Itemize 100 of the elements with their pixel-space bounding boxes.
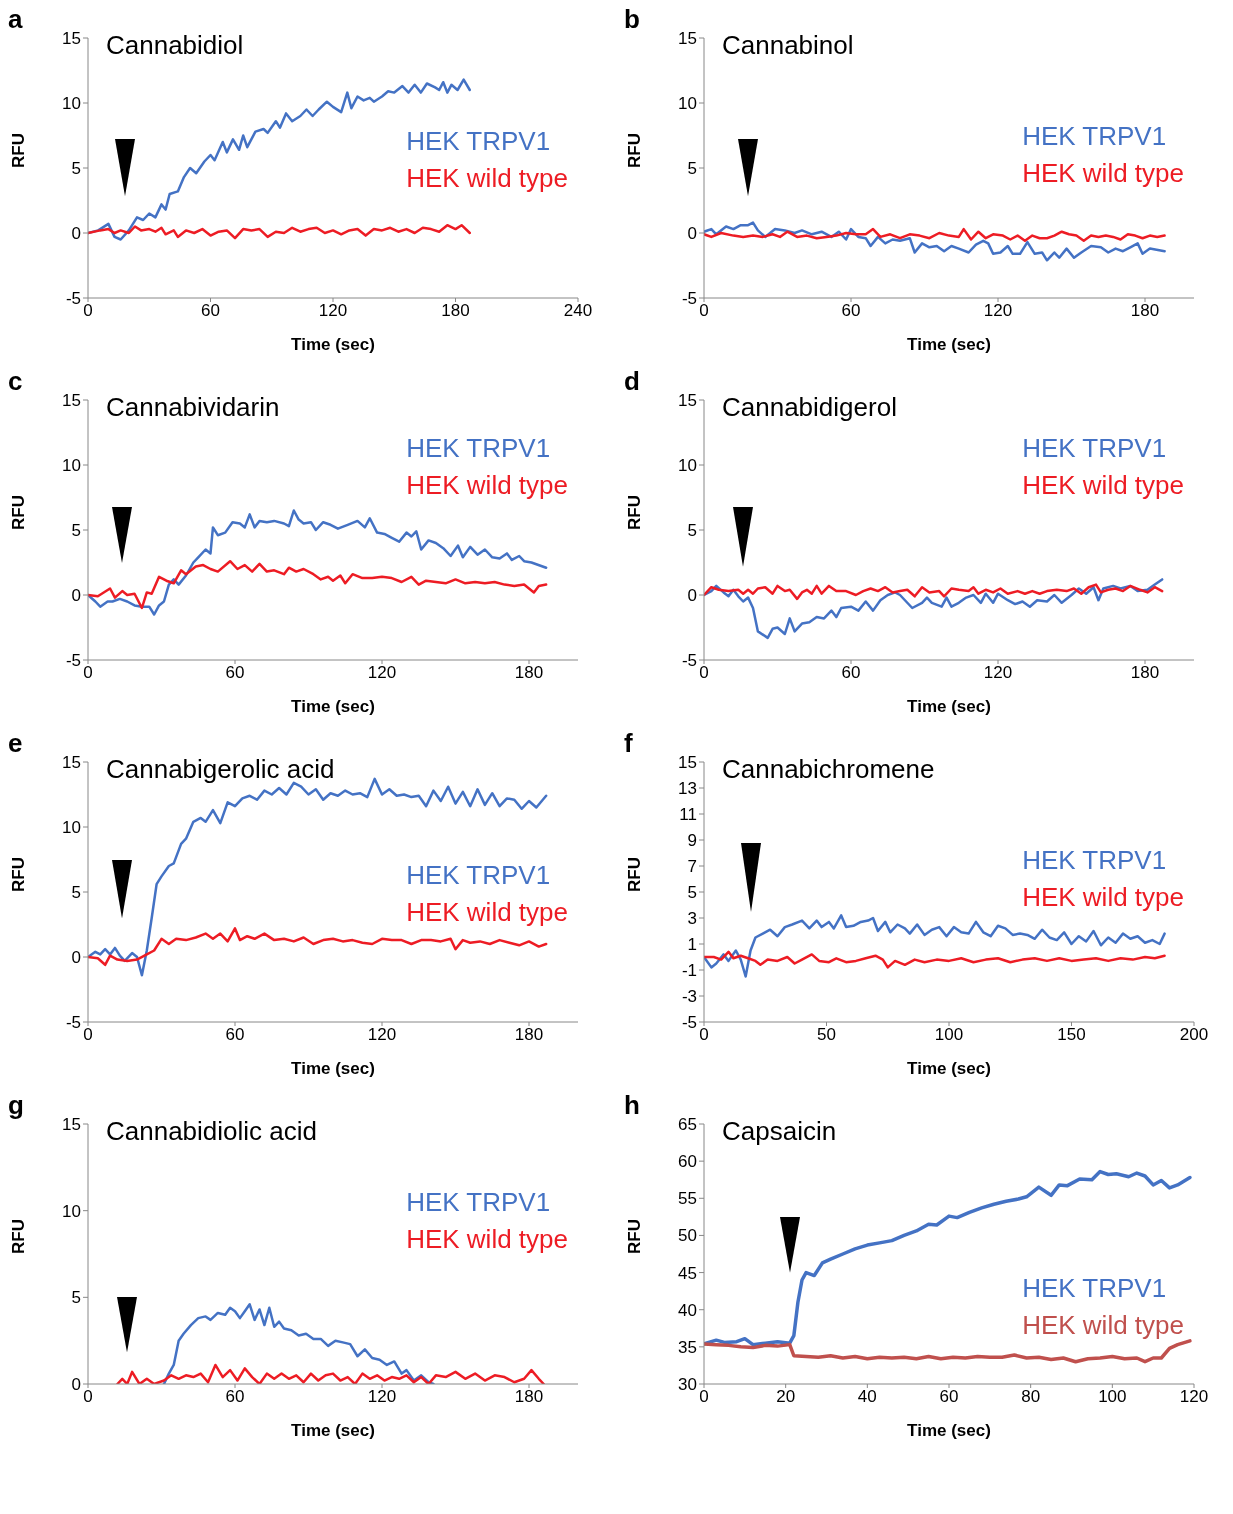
y-tick-label: 55	[678, 1189, 697, 1209]
x-tick-label: 40	[857, 1387, 877, 1407]
y-tick-label: -3	[681, 987, 697, 1007]
line-series	[704, 583, 1164, 601]
y-tick-label: 5	[71, 883, 81, 903]
y-tick-label: -5	[65, 1013, 81, 1033]
line-series	[704, 1339, 1192, 1364]
y-tick-label: 15	[678, 753, 697, 773]
line-series	[88, 559, 548, 610]
y-tick-label: -5	[681, 1013, 697, 1033]
x-tick-label: 60	[841, 301, 861, 321]
x-tick-label: 120	[367, 1387, 397, 1407]
x-axis-title: Time (sec)	[291, 335, 375, 354]
line-series	[162, 1303, 435, 1384]
y-tick-label: 13	[678, 779, 697, 799]
chart-title: Capsaicin	[722, 1116, 837, 1147]
x-tick-label: 180	[514, 663, 544, 683]
y-tick-label: -5	[681, 289, 697, 309]
line-series	[704, 221, 1166, 262]
text: HEK TRPV1	[406, 432, 552, 465]
chart-title: Cannabidigerol	[722, 392, 897, 423]
text: g	[8, 1090, 24, 1120]
x-tick-label: 180	[514, 1387, 544, 1407]
y-tick-label: 10	[62, 94, 81, 114]
y-tick-label: 7	[687, 857, 697, 877]
chart-title: Cannabidiol	[106, 30, 244, 61]
y-tick-label: 0	[687, 586, 697, 606]
x-axis-title: Time (sec)	[291, 697, 375, 716]
x-tick-label: 120	[367, 1025, 397, 1045]
text: f	[624, 728, 633, 758]
y-tick-label: 10	[62, 818, 81, 838]
y-tick-label: 60	[678, 1152, 697, 1172]
text: HEK TRPV1	[1022, 432, 1168, 465]
y-tick-label: 15	[62, 1115, 81, 1135]
y-tick-label: 45	[678, 1263, 697, 1283]
series-label: HEK wild type	[406, 162, 568, 195]
y-tick-label: -1	[681, 961, 697, 981]
x-tick-label: 180	[1130, 301, 1160, 321]
text: HEK TRPV1	[406, 1186, 552, 1219]
series-label: HEK wild type	[1022, 157, 1184, 190]
y-tick-label: 15	[62, 29, 81, 49]
y-tick-label: 0	[71, 948, 81, 968]
x-axis-title: Time (sec)	[907, 335, 991, 354]
y-tick-label: 10	[678, 456, 697, 476]
line-series	[88, 223, 472, 240]
y-tick-label: 65	[678, 1115, 697, 1135]
y-tick-label: 40	[678, 1300, 697, 1320]
y-tick-label: 30	[678, 1375, 697, 1395]
x-axis-title: Time (sec)	[291, 1421, 375, 1440]
y-tick-label: 5	[71, 159, 81, 179]
chart-title: Cannabichromene	[722, 754, 935, 785]
y-tick-label: 3	[687, 909, 697, 929]
y-axis-title: RFU	[9, 1219, 29, 1254]
y-tick-label: -5	[65, 651, 81, 671]
x-tick-label: 60	[939, 1387, 959, 1407]
text: a	[8, 4, 23, 34]
y-axis-title: RFU	[625, 495, 645, 530]
chart-title: Cannabigerolic acid	[106, 754, 335, 785]
y-tick-label: 10	[62, 1201, 81, 1221]
line-series	[116, 1363, 545, 1384]
y-tick-label: 0	[71, 586, 81, 606]
text: c	[8, 366, 23, 396]
y-tick-label: 15	[678, 29, 697, 49]
x-tick-label: 180	[1130, 663, 1160, 683]
series-label: HEK wild type	[406, 896, 568, 929]
x-tick-label: 60	[225, 1387, 245, 1407]
line-series	[88, 927, 548, 967]
y-axis-title: RFU	[625, 133, 645, 168]
line-series	[704, 950, 1166, 969]
y-tick-label: 15	[62, 391, 81, 411]
line-series	[704, 578, 1164, 640]
text: HEK wild type	[406, 1223, 568, 1256]
text: b	[624, 4, 640, 34]
series-label: HEK wild type	[1022, 881, 1184, 914]
x-tick-label: 100	[934, 1025, 964, 1045]
y-tick-label: 10	[678, 94, 697, 114]
x-axis-title: Time (sec)	[907, 697, 991, 716]
chart-title: Cannabividarin	[106, 392, 280, 423]
text: e	[8, 728, 23, 758]
y-axis-title: RFU	[9, 133, 29, 168]
text: HEK wild type	[406, 469, 568, 502]
y-axis-title: RFU	[9, 857, 29, 892]
x-tick-label: 60	[225, 663, 245, 683]
chart-title: Cannabidiolic acid	[106, 1116, 318, 1147]
y-tick-label: 11	[679, 805, 697, 825]
y-tick-label: 1	[687, 935, 697, 955]
series-label: HEK TRPV1	[406, 125, 552, 158]
y-axis-title: RFU	[625, 857, 645, 892]
text: HEK TRPV1	[1022, 120, 1168, 153]
x-axis-title: Time (sec)	[291, 1059, 375, 1078]
text: HEK TRPV1	[1022, 1272, 1168, 1305]
text: h	[624, 1090, 640, 1120]
y-tick-label: 0	[687, 224, 697, 244]
x-tick-label: 150	[1057, 1025, 1086, 1045]
y-axis-title: RFU	[9, 495, 29, 530]
y-tick-label: 35	[678, 1337, 697, 1357]
y-tick-label: 5	[687, 521, 697, 541]
y-tick-label: 5	[71, 521, 81, 541]
x-tick-label: 120	[318, 301, 348, 321]
x-tick-label: 60	[201, 301, 220, 321]
